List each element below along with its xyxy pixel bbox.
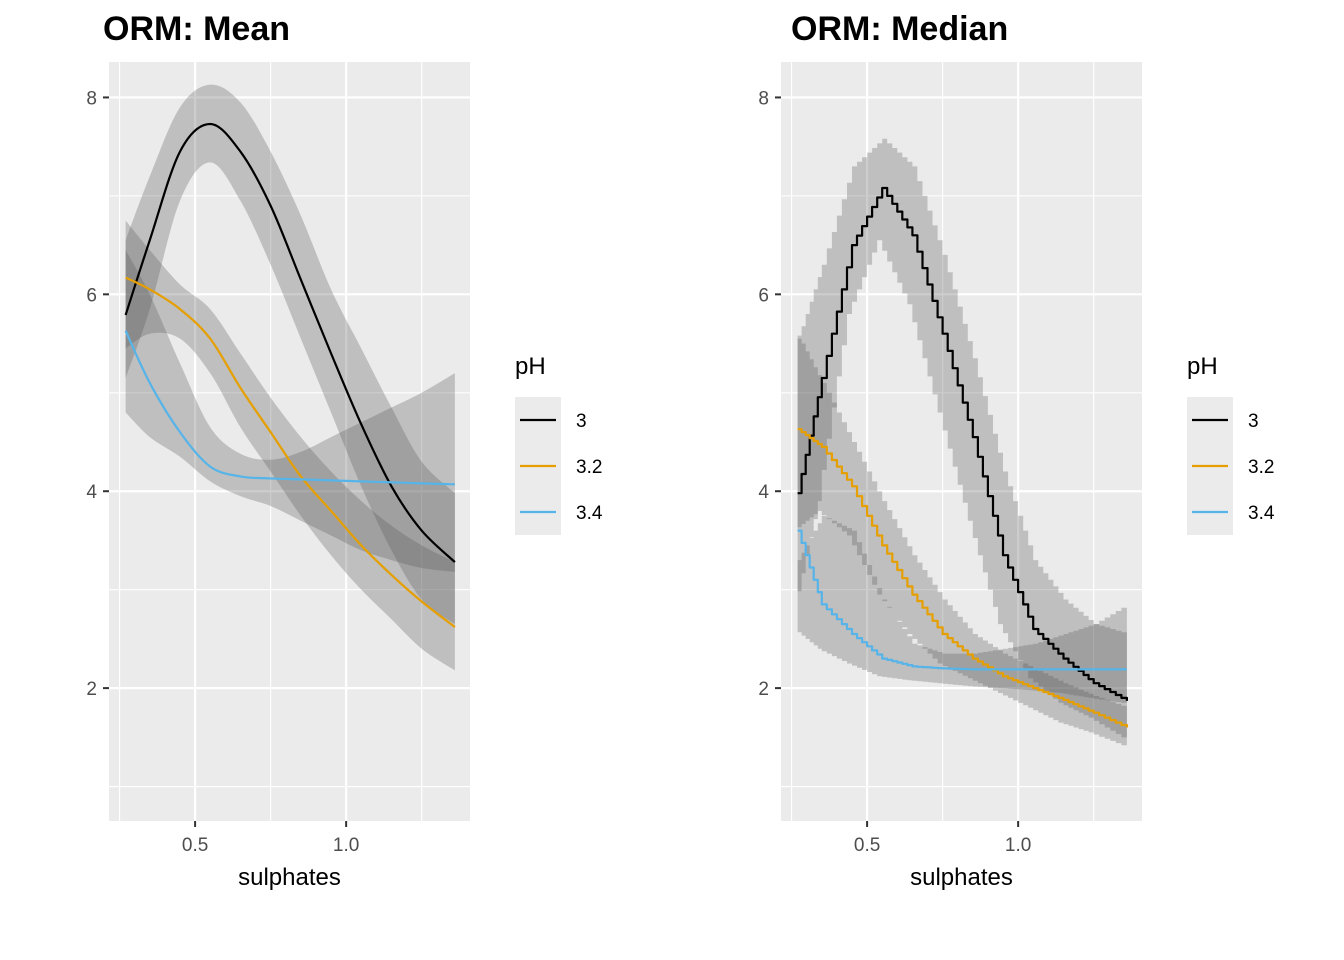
series-line-ph-3-4 [124, 330, 455, 486]
y-tick-label: 4 [758, 482, 769, 503]
x-tick-label: 0.5 [854, 835, 880, 856]
ci-band-ph-3 [797, 138, 1127, 738]
plot-background [109, 62, 470, 821]
legend-title: pH [515, 353, 546, 380]
legend-label: 3.4 [576, 503, 603, 524]
legend-label: 3.2 [576, 457, 602, 478]
legend-title: pH [1187, 353, 1218, 380]
x-tick-label: 0.5 [182, 835, 208, 856]
y-tick-label: 4 [86, 482, 97, 503]
series-line-ph-3-2 [797, 428, 1128, 728]
x-axis-title: sulphates [238, 864, 341, 891]
legend-label: 3 [576, 411, 587, 432]
panel-median: ORM: Median 2 4 6 8 0.5 1.0 sulphates pH 3 3.2 3.4 [758, 10, 1274, 891]
x-tick-label: 1.0 [333, 835, 359, 856]
series-line-ph-3 [124, 122, 456, 563]
chart-title: ORM: Median [791, 10, 1008, 48]
ci-band-ph-3-4 [125, 250, 455, 572]
y-tick-label: 6 [86, 285, 97, 306]
legend: pH 3 3.2 3.4 [515, 353, 603, 535]
plot-background [781, 62, 1142, 821]
legend: pH 3 3.2 3.4 [1187, 353, 1275, 535]
series-line-ph-3-2 [125, 276, 456, 628]
legend-label: 3.2 [1248, 457, 1274, 478]
series-line-ph-3 [797, 186, 1128, 701]
ci-band-ph-3-4 [797, 515, 1127, 703]
y-tick-label: 2 [758, 679, 769, 700]
x-tick-label: 1.0 [1005, 835, 1031, 856]
ci-band-ph-3-2 [797, 335, 1127, 746]
y-tick-label: 2 [86, 679, 97, 700]
y-tick-label: 8 [86, 88, 97, 109]
x-axis-title: sulphates [910, 864, 1013, 891]
legend-label: 3.4 [1248, 503, 1275, 524]
series-line-ph-3-4 [797, 529, 1127, 671]
panel-mean: ORM: Mean 2 4 6 8 0.5 1.0 sulphates pH 3 3.2 3.4 [86, 10, 602, 891]
y-tick-label: 8 [758, 88, 769, 109]
chart-title: ORM: Mean [103, 10, 290, 48]
ci-band-ph-3 [125, 84, 455, 625]
legend-label: 3 [1248, 411, 1259, 432]
y-tick-label: 6 [758, 285, 769, 306]
